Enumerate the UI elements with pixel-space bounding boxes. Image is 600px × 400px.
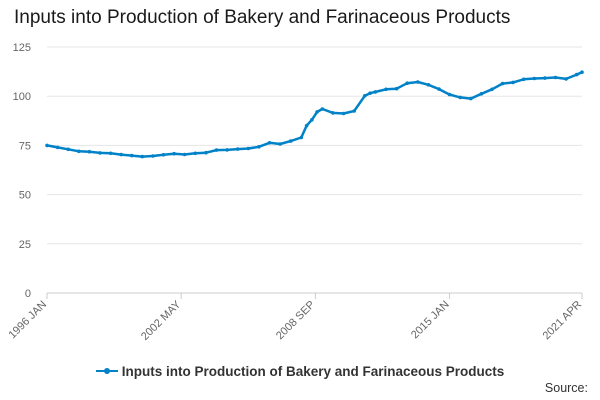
data-point (193, 151, 198, 156)
series-layer (45, 70, 584, 159)
data-point (469, 96, 473, 101)
data-point (87, 149, 92, 154)
data-point (315, 110, 319, 114)
data-point (172, 151, 176, 156)
gridlines (47, 46, 582, 245)
y-tick-label: 75 (19, 140, 31, 152)
data-point (384, 87, 388, 92)
data-point (574, 72, 579, 77)
data-point (553, 75, 558, 80)
data-point (119, 152, 123, 157)
data-point (204, 150, 208, 155)
data-point (108, 151, 113, 156)
data-point (299, 135, 304, 140)
data-point (532, 76, 537, 81)
data-point (564, 77, 568, 81)
data-point (368, 91, 372, 95)
data-point (288, 139, 293, 143)
data-point (246, 146, 251, 151)
data-point (341, 111, 346, 116)
data-point (304, 123, 309, 128)
data-point (278, 142, 282, 146)
data-point (511, 80, 515, 85)
y-tick-label: 25 (19, 239, 31, 251)
data-point (77, 149, 81, 154)
y-tick-label: 0 (25, 288, 31, 300)
data-point (458, 95, 463, 100)
data-point (225, 148, 229, 152)
data-point (66, 147, 70, 152)
data-point (416, 80, 420, 84)
data-point (373, 90, 378, 94)
data-point (235, 147, 240, 151)
source-label: Source: (544, 381, 588, 395)
data-point (161, 153, 166, 157)
x-tick-label: 1996 JAN (6, 299, 49, 342)
data-point (214, 148, 219, 152)
data-point (426, 83, 431, 87)
data-point (310, 118, 314, 122)
legend-line-marker-icon (95, 367, 118, 374)
data-point (267, 141, 272, 145)
legend: Inputs into Production of Bakery and Far… (0, 364, 600, 379)
data-point (521, 77, 526, 82)
chart-title: Inputs into Production of Bakery and Far… (14, 7, 511, 28)
data-point (257, 145, 261, 149)
data-point (182, 152, 187, 157)
y-tick-label: 50 (19, 190, 31, 202)
data-point (98, 151, 102, 155)
y-tick-label: 125 (13, 42, 31, 54)
data-point (543, 76, 547, 80)
x-tick-label: 2015 JAN (409, 299, 452, 342)
x-tick-label: 2008 SEP (274, 299, 318, 343)
x-tick-label: 2002 MAY (139, 298, 184, 343)
data-point (580, 70, 584, 74)
data-point (363, 94, 367, 98)
data-point (352, 109, 357, 113)
data-point (437, 87, 441, 91)
data-point (130, 153, 134, 158)
data-point (447, 92, 452, 97)
data-point (490, 87, 494, 92)
data-point (500, 81, 505, 86)
data-point (394, 86, 399, 91)
data-point (405, 81, 410, 85)
data-point (55, 145, 60, 150)
data-point (151, 154, 155, 158)
data-point (45, 143, 49, 148)
x-tick-label: 2021 APR (541, 299, 585, 343)
data-point (140, 154, 145, 159)
legend-label: Inputs into Production of Bakery and Far… (121, 364, 505, 379)
data-point (331, 111, 335, 115)
data-point (479, 92, 484, 96)
y-tick-label: 100 (13, 91, 31, 103)
data-point (320, 107, 325, 111)
